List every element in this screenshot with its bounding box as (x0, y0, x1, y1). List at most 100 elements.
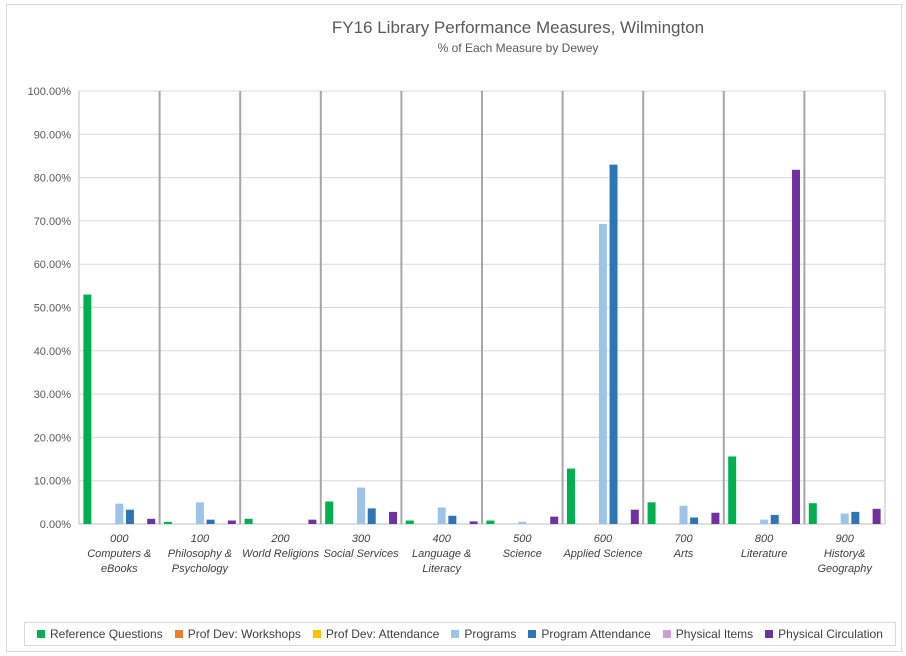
bar (125, 509, 134, 524)
bar (711, 512, 720, 524)
bar (630, 509, 639, 524)
y-tick-label: 80.00% (34, 173, 72, 185)
legend-label: Prof Dev: Workshops (187, 627, 301, 641)
legend-label: Prof Dev: Attendance (325, 627, 440, 641)
legend-label: Physical Items (675, 627, 754, 641)
legend-item: Prof Dev: Workshops (174, 627, 301, 641)
x-tick-label: Arts (673, 548, 694, 560)
y-tick-label: 70.00% (34, 216, 72, 228)
x-tick-label: 800 (755, 533, 774, 545)
x-tick-label: 600 (594, 533, 613, 545)
bar (840, 513, 849, 524)
legend-swatch (312, 630, 321, 638)
x-tick-label: Social Services (323, 548, 399, 560)
chart-subtitle: % of Each Measure by Dewey (438, 41, 599, 55)
bar (83, 294, 92, 524)
chart-title: FY16 Library Performance Measures, Wilmi… (332, 18, 704, 37)
legend: Reference Questions Prof Dev: Workshops Pr… (24, 622, 896, 646)
x-tick-label: Applied Science (562, 548, 642, 560)
bar (518, 521, 527, 524)
chart-svg: FY16 Library Performance Measures, Wilmi… (28, 18, 886, 575)
legend-item: Physical Circulation (765, 627, 883, 641)
bar (448, 515, 457, 524)
bar (115, 503, 124, 524)
bar (405, 520, 414, 524)
x-tick-label: Literacy (422, 563, 462, 575)
bar (147, 518, 156, 524)
bar (550, 516, 559, 524)
y-tick-label: 90.00% (34, 129, 72, 141)
x-tick-label: 400 (433, 533, 452, 545)
x-tick-label: Psychology (172, 563, 230, 575)
legend-swatch (765, 630, 774, 638)
x-tick-label: eBooks (101, 563, 138, 575)
bar (195, 502, 204, 524)
bar (486, 520, 495, 524)
legend-swatch (174, 630, 183, 638)
bar (690, 517, 699, 524)
x-tick-label: Language & (412, 548, 471, 560)
x-tick-label: 200 (270, 533, 290, 545)
legend-swatch (37, 630, 45, 638)
bar (851, 511, 860, 524)
y-tick-label: 40.00% (34, 346, 72, 358)
y-tick-label: 30.00% (34, 389, 72, 401)
bar (163, 521, 172, 524)
legend-label: Reference Questions (50, 627, 163, 641)
x-axis-ticks: 000 Computers & eBooks 100 Philosophy & Psych… (87, 533, 873, 575)
x-tick-label: Geography (817, 563, 873, 575)
bars (83, 164, 881, 525)
legend-swatch (451, 630, 460, 638)
x-tick-label: 500 (513, 533, 532, 545)
bar (760, 519, 769, 524)
legend-label: Programs (464, 627, 517, 641)
bar (437, 507, 446, 524)
bar (469, 521, 478, 524)
bar (206, 519, 215, 524)
x-tick-label: Philosophy & (168, 548, 232, 560)
legend-swatch (528, 630, 537, 638)
bar (389, 511, 398, 524)
bar (609, 164, 618, 525)
bar (679, 505, 688, 524)
legend-item: Prof Dev: Attendance (312, 627, 440, 641)
legend-item: Program Attendance (528, 627, 651, 641)
bar (566, 468, 575, 524)
bar (244, 518, 253, 524)
legend-item: Programs (451, 627, 516, 641)
y-tick-label: 50.00% (34, 303, 72, 315)
bar (872, 508, 881, 524)
bar (792, 169, 801, 524)
x-tick-label: World Religions (242, 548, 320, 560)
x-tick-label: 900 (836, 533, 855, 545)
bar (770, 514, 779, 524)
legend-label: Program Attendance (541, 627, 651, 641)
legend-swatch (662, 630, 671, 638)
bar (367, 508, 376, 524)
chart-frame: FY16 Library Performance Measures, Wilmi… (6, 4, 902, 652)
x-tick-label: 300 (352, 533, 371, 545)
bar (227, 520, 236, 524)
bar (728, 456, 737, 524)
y-tick-label: 60.00% (34, 259, 72, 271)
bar (308, 519, 317, 524)
bar (598, 223, 607, 524)
category-separators (78, 91, 886, 524)
x-tick-label: Science (503, 548, 542, 560)
x-tick-label: 100 (191, 533, 210, 545)
bar (325, 501, 334, 524)
y-tick-label: 100.00% (28, 86, 72, 98)
legend-item: Physical Items (662, 627, 754, 641)
y-tick-label: 0.00% (40, 519, 71, 531)
x-tick-label: Literature (741, 548, 787, 560)
x-tick-label: 700 (674, 533, 693, 545)
y-axis-ticks: 0.00% 10.00% 20.00% 30.00% 40.00% 50.00% 60.00… (28, 86, 72, 531)
bar (357, 487, 366, 524)
y-tick-label: 20.00% (34, 432, 72, 444)
x-tick-label: Computers & (87, 548, 151, 560)
y-tick-label: 10.00% (34, 476, 72, 488)
x-tick-label: 000 (110, 533, 129, 545)
bar (647, 502, 656, 524)
bar (808, 503, 817, 524)
legend-label: Physical Circulation (778, 627, 883, 641)
